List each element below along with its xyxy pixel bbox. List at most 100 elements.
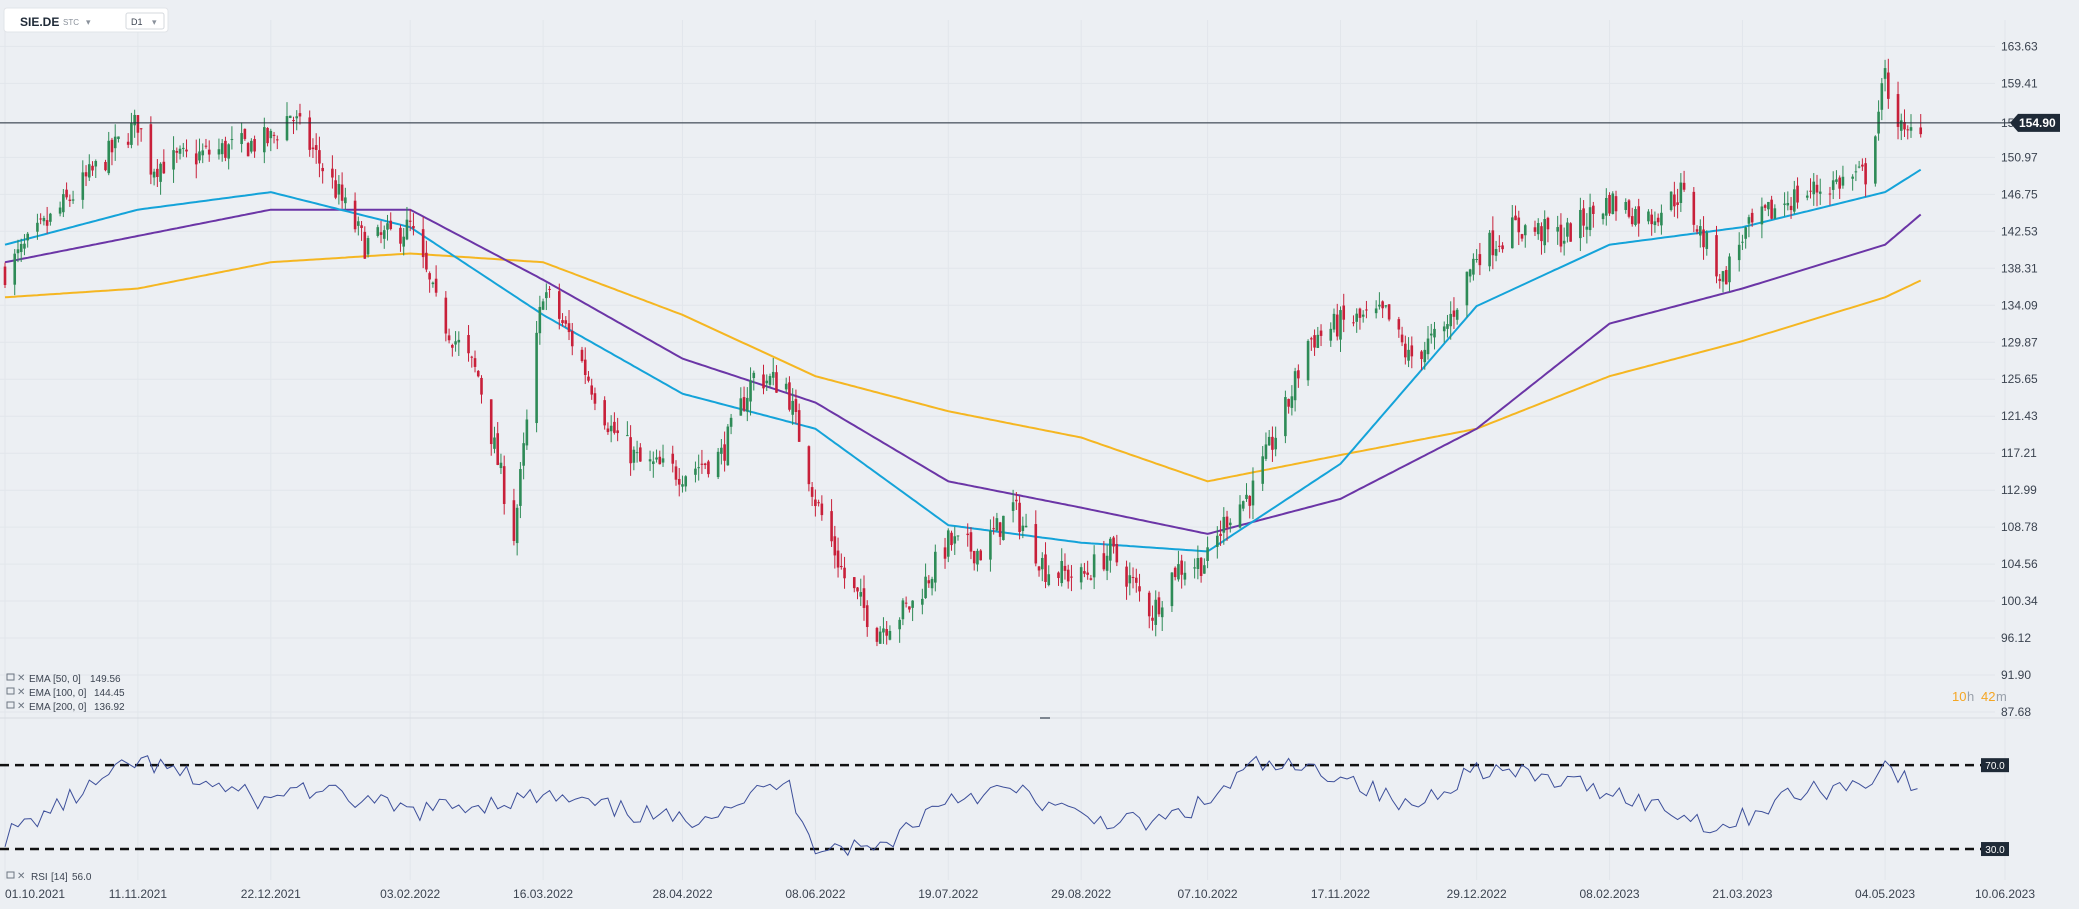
candle-body — [1841, 176, 1845, 186]
candle-body — [1718, 278, 1722, 281]
legend-name: RSI — [31, 872, 48, 883]
candle-body — [1015, 499, 1018, 502]
candle-body — [1854, 171, 1858, 173]
candle — [1747, 214, 1751, 238]
time-axis[interactable]: 01.10.2021 11.11.2021 22.12.2021 03.02.2022… — [5, 887, 2035, 901]
price-tick-label: 163.63 — [2001, 39, 2038, 53]
candle — [340, 172, 344, 209]
candle — [1329, 322, 1333, 347]
legend-ema50[interactable]: ✕ EMA [50, 0] 149.56 — [6, 673, 121, 685]
close-icon[interactable]: ✕ — [17, 673, 25, 684]
legend-ema200[interactable]: ✕ EMA [200, 0] 136.92 — [6, 701, 125, 713]
close-icon[interactable]: ✕ — [17, 701, 25, 712]
settings-icon[interactable] — [6, 701, 15, 709]
candle — [476, 369, 480, 378]
candle — [1313, 329, 1316, 356]
candle — [1384, 305, 1388, 309]
candle — [817, 499, 820, 507]
candle — [836, 537, 840, 578]
candle — [1650, 209, 1653, 236]
price-tick-label: 138.31 — [2001, 261, 2038, 275]
candle — [412, 213, 415, 236]
candle-body — [1047, 574, 1051, 586]
candle-body — [1741, 241, 1744, 243]
candle-body — [363, 231, 367, 259]
candle — [898, 617, 901, 643]
candle-body — [1559, 224, 1563, 247]
candle-body — [930, 578, 934, 589]
candle-body — [408, 220, 412, 222]
settings-icon[interactable] — [6, 673, 15, 681]
candle — [1695, 225, 1699, 235]
candle — [473, 350, 477, 373]
close-icon[interactable]: ✕ — [17, 687, 25, 698]
candle — [467, 325, 470, 362]
candle — [502, 455, 506, 515]
candle — [1079, 563, 1083, 590]
close-icon[interactable]: ✕ — [17, 871, 25, 882]
candle-body — [557, 291, 561, 319]
candle-body — [862, 588, 866, 608]
candle-body — [651, 461, 655, 465]
candle-body — [104, 161, 107, 171]
candle — [1909, 114, 1913, 138]
candle-body — [1128, 575, 1132, 584]
candle-body — [1857, 166, 1861, 168]
candle-body — [697, 467, 700, 469]
interval-selector[interactable] — [125, 12, 165, 30]
date-tick-label: 07.10.2022 — [1178, 887, 1238, 901]
candle — [42, 215, 46, 226]
candle-body — [250, 140, 253, 152]
symbol-name[interactable]: SIE.DE — [20, 15, 59, 29]
price-tick-label: 134.09 — [2001, 298, 2038, 312]
candle-body — [707, 461, 710, 475]
candle-body — [966, 533, 970, 536]
candle — [1066, 564, 1070, 589]
candle — [1151, 605, 1154, 631]
legend-rsi[interactable]: ✕ RSI [14] 56.0 — [6, 871, 92, 883]
chevron-down-icon[interactable]: ▾ — [152, 17, 157, 27]
candle — [1614, 190, 1618, 221]
candle — [878, 626, 882, 644]
candle-body — [519, 469, 522, 506]
candle — [1809, 178, 1812, 199]
price-tick-label: 142.53 — [2001, 224, 2038, 238]
panel-resize-handle[interactable] — [1040, 717, 1050, 719]
candle-body — [149, 124, 153, 175]
candle-body — [1919, 127, 1923, 135]
candle-body — [1864, 163, 1867, 185]
candle-body — [1423, 349, 1427, 363]
candle — [13, 249, 17, 296]
chevron-down-icon[interactable]: ▾ — [86, 17, 91, 27]
candle-body — [817, 502, 820, 504]
candle-body — [1783, 203, 1786, 205]
candle — [1225, 510, 1229, 541]
candle-body — [1478, 254, 1482, 266]
candle-body — [1387, 304, 1391, 320]
settings-icon[interactable] — [6, 871, 15, 879]
candle — [635, 440, 639, 463]
date-tick-label: 01.10.2021 — [5, 887, 65, 901]
settings-icon[interactable] — [6, 687, 15, 695]
candle-body — [311, 147, 315, 150]
candle-body — [499, 462, 503, 469]
candle — [298, 103, 302, 125]
legend-ema100[interactable]: ✕ EMA [100, 0] 144.45 — [6, 687, 125, 699]
candle-body — [1809, 190, 1812, 192]
candle — [1274, 426, 1277, 457]
candle — [49, 212, 52, 226]
candle-body — [1702, 229, 1705, 248]
candle — [321, 163, 324, 184]
candle-body — [1630, 216, 1634, 225]
candle — [246, 141, 250, 157]
candle — [616, 417, 619, 442]
candle-body — [207, 149, 211, 155]
candle-body — [639, 447, 642, 462]
candle-body — [898, 619, 901, 630]
candle — [230, 126, 234, 150]
candle-body — [194, 153, 198, 165]
candle-body — [716, 451, 720, 478]
candle — [771, 357, 775, 386]
candle — [1047, 565, 1051, 587]
